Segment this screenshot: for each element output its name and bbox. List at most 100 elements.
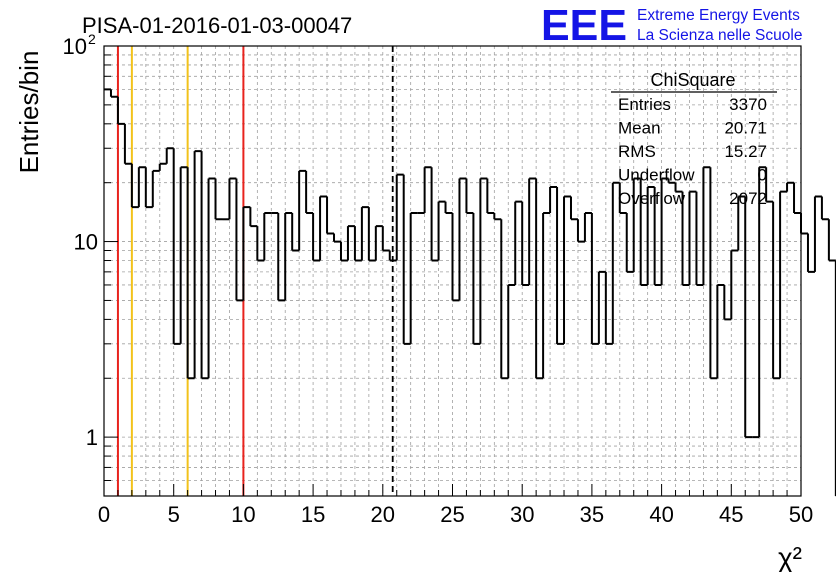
histogram-bin — [346, 225, 355, 261]
x-tick-label: 40 — [649, 502, 673, 527]
histogram-bin — [639, 178, 648, 286]
histogram-bin — [277, 212, 286, 302]
axis-ticks — [103, 45, 802, 497]
histogram-bin — [430, 167, 439, 262]
histogram-bin — [200, 151, 209, 380]
histogram-bin — [576, 219, 585, 243]
histogram-bin — [528, 177, 537, 285]
stats-title: ChiSquare — [650, 70, 735, 90]
histogram-bin — [590, 212, 599, 345]
histogram-bin — [542, 211, 551, 379]
x-axis-title: χ² — [778, 542, 802, 572]
histogram-bin — [360, 206, 369, 261]
stats-label: Underflow — [618, 166, 695, 185]
histogram-bin — [395, 173, 404, 261]
histogram-bin — [667, 178, 676, 184]
histogram-bin — [158, 162, 167, 171]
stats-value: 15.27 — [724, 142, 767, 161]
stats-value: 2072 — [729, 189, 767, 208]
brand-line-2: La Scienza nelle Scuole — [637, 27, 802, 44]
histogram-bin — [381, 226, 390, 252]
histogram-bin — [800, 212, 808, 235]
histogram-bin — [402, 174, 411, 345]
histogram-bin — [298, 169, 307, 251]
y-tick-label: 10 — [74, 230, 98, 255]
histogram-bin — [214, 178, 223, 221]
histogram-bin — [179, 166, 188, 344]
y-tick-label: 10 — [63, 34, 87, 59]
histogram-bin — [674, 182, 683, 193]
histogram-bin — [549, 186, 558, 213]
histogram-bin — [569, 196, 578, 221]
histogram-bin — [367, 207, 376, 262]
histogram-bin — [500, 219, 509, 380]
histogram-bin — [437, 200, 446, 261]
histogram-bin — [374, 225, 383, 261]
run-title: PISA-01-2016-01-03-00047 — [82, 13, 352, 38]
histogram-bin — [716, 283, 725, 379]
histogram-bin — [583, 211, 592, 242]
histogram-bin — [423, 166, 432, 213]
x-tick-label: 20 — [371, 502, 395, 527]
stats-label: Entries — [618, 95, 671, 114]
x-tick-label: 50 — [789, 502, 813, 527]
brand-line-1: Extreme Energy Events — [637, 7, 800, 24]
histogram-bin — [353, 226, 362, 262]
histogram — [104, 88, 836, 497]
histogram-bin — [249, 207, 258, 228]
histogram-bin — [388, 250, 397, 262]
y-tick-label-exponent: 2 — [88, 31, 96, 47]
histogram-bin — [137, 166, 146, 208]
histogram-bin — [165, 147, 174, 164]
stats-rows: Entries 3370 Mean 20.71 RMS 15.27 Underflow 0 Ov… — [618, 95, 767, 208]
histogram-bin — [207, 177, 216, 379]
histogram-bin — [228, 177, 237, 220]
stats-value: 0 — [758, 166, 767, 185]
histogram-bin — [458, 177, 467, 301]
histogram-bin — [758, 166, 767, 438]
histogram-bin — [172, 148, 181, 345]
histogram-bin — [730, 249, 739, 320]
histogram-bin — [193, 150, 202, 379]
histogram-bin — [681, 191, 690, 286]
histogram-bin — [514, 200, 523, 285]
x-tick-label: 15 — [301, 502, 325, 527]
histogram-bin — [521, 201, 530, 286]
stats-label: Overflow — [618, 189, 686, 208]
histogram-bin — [263, 211, 272, 261]
histogram-bin — [242, 206, 251, 301]
histogram-bin — [291, 212, 300, 252]
x-tick-label: 5 — [168, 502, 180, 527]
histogram-bin — [646, 186, 655, 285]
histogram-bin — [451, 212, 460, 302]
histogram-bin — [507, 283, 516, 379]
plot-frame — [103, 45, 802, 497]
histogram-bin — [326, 196, 335, 235]
histogram-bin — [660, 177, 669, 285]
histogram-bin — [786, 181, 795, 192]
x-tick-label: 0 — [98, 502, 110, 527]
histogram-bin — [604, 271, 613, 345]
x-tick-label: 25 — [440, 502, 464, 527]
histogram-bin — [284, 211, 293, 301]
histogram-bin — [625, 212, 634, 273]
histogram-bin — [695, 191, 704, 286]
stats-value: 20.71 — [724, 119, 767, 138]
histogram-bin — [820, 196, 829, 221]
stats-label: Mean — [618, 119, 661, 138]
x-tick-label: 45 — [719, 502, 743, 527]
histogram-bin — [465, 178, 474, 214]
histogram-bin — [339, 241, 348, 262]
histogram-bin — [827, 219, 836, 262]
histogram-bin — [130, 163, 139, 209]
histogram-bin — [556, 187, 565, 345]
histogram-bin — [702, 166, 711, 285]
histogram-bin — [779, 190, 788, 379]
stats-box: ChiSquare Entries 3370 Mean 20.71 RMS 15.27 Un… — [611, 70, 777, 208]
histogram-bin — [109, 89, 118, 98]
histogram-bin — [144, 167, 153, 209]
eee-logo: EEE — [541, 1, 627, 50]
histogram-bin — [709, 167, 718, 380]
histogram-bin — [123, 123, 132, 165]
histogram-bin — [632, 177, 641, 272]
